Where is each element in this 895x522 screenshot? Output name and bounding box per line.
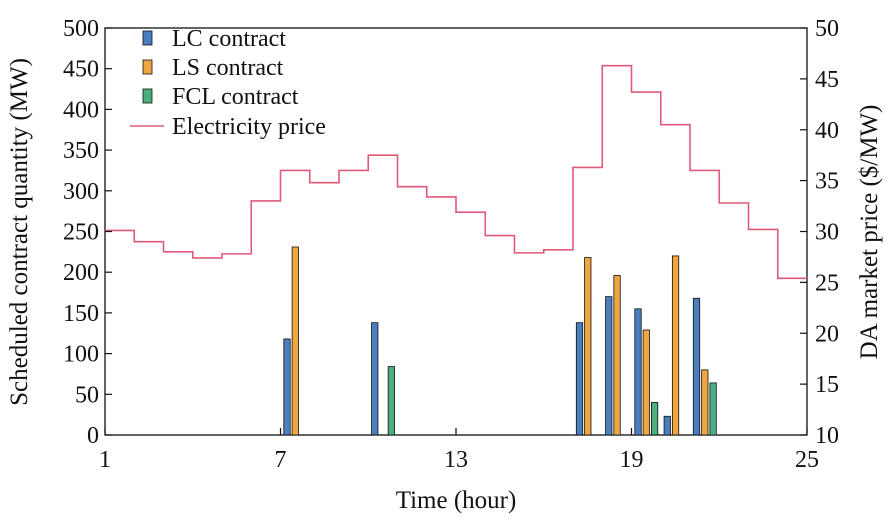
price-step-line bbox=[105, 64, 807, 280]
bar-ls-contract-h20 bbox=[671, 255, 680, 436]
right-axis: 10 15 20 25 30 35 40 45 50 bbox=[800, 16, 839, 449]
bar-fcl-contract-h21 bbox=[709, 382, 717, 436]
left-tick-label-150: 150 bbox=[63, 301, 99, 327]
right-tick-label-45: 45 bbox=[815, 67, 839, 93]
bar-layer bbox=[283, 246, 717, 436]
right-axis-title: DA market price ($/MW) bbox=[856, 105, 883, 360]
bar-ls-contract-h7 bbox=[291, 246, 299, 436]
x-tick-label-19: 19 bbox=[620, 447, 644, 473]
x-tick-label-13: 13 bbox=[444, 447, 468, 473]
left-axis-title: Scheduled contract quantity (MW) bbox=[6, 58, 33, 406]
bar-lc-contract-h20 bbox=[663, 415, 671, 436]
x-tick-label-25: 25 bbox=[795, 447, 819, 473]
right-tick-label-35: 35 bbox=[815, 169, 839, 195]
bar-lc-contract-h18 bbox=[605, 296, 613, 436]
right-tick-label-25: 25 bbox=[815, 270, 839, 296]
right-tick-label-10: 10 bbox=[815, 423, 839, 449]
left-tick-label-200: 200 bbox=[63, 260, 99, 286]
left-tick-label-400: 400 bbox=[63, 97, 99, 123]
left-tick-label-500: 500 bbox=[63, 16, 99, 42]
legend-label-ls: LS contract bbox=[172, 55, 284, 81]
legend-swatch-ls bbox=[142, 59, 153, 75]
bar-lc-contract-h19 bbox=[634, 308, 642, 436]
bar-lc-contract-h21 bbox=[692, 297, 701, 436]
left-axis: 0 50 100 150 200 250 300 350 400 450 500 bbox=[63, 16, 112, 449]
right-tick-label-50: 50 bbox=[815, 16, 839, 42]
x-axis-title: Time (hour) bbox=[396, 487, 517, 514]
legend-swatch-lc bbox=[142, 30, 153, 46]
bar-lc-contract-h17 bbox=[575, 322, 584, 436]
left-tick-label-0: 0 bbox=[87, 423, 99, 449]
legend: LC contract LS contract FCL contract Ele… bbox=[130, 26, 326, 140]
left-tick-label-350: 350 bbox=[63, 138, 99, 164]
legend-label-lc: LC contract bbox=[172, 26, 286, 52]
bar-ls-contract-h21 bbox=[701, 369, 709, 436]
left-tick-label-50: 50 bbox=[75, 382, 99, 408]
bar-fcl-contract-h19 bbox=[651, 402, 659, 436]
legend-label-fcl: FCL contract bbox=[172, 84, 299, 110]
right-tick-label-20: 20 bbox=[815, 321, 839, 347]
bar-fcl-contract-h10 bbox=[387, 366, 395, 436]
bar-ls-contract-h19 bbox=[642, 329, 650, 436]
legend-swatch-fcl bbox=[142, 88, 153, 104]
left-tick-label-450: 450 bbox=[63, 57, 99, 83]
x-axis: 1 7 13 19 25 bbox=[99, 428, 819, 473]
left-tick-label-250: 250 bbox=[63, 220, 99, 246]
bar-ls-contract-h17 bbox=[584, 257, 592, 436]
bar-lc-contract-h7 bbox=[283, 338, 291, 436]
left-tick-label-300: 300 bbox=[63, 179, 99, 205]
bar-lc-contract-h10 bbox=[371, 322, 379, 436]
bar-ls-contract-h18 bbox=[613, 275, 621, 436]
right-tick-label-30: 30 bbox=[815, 220, 839, 246]
x-tick-label-7: 7 bbox=[275, 447, 287, 473]
right-tick-label-15: 15 bbox=[815, 372, 839, 398]
legend-label-price: Electricity price bbox=[172, 114, 326, 140]
left-tick-label-100: 100 bbox=[63, 342, 99, 368]
x-tick-label-1: 1 bbox=[99, 447, 111, 473]
right-tick-label-40: 40 bbox=[815, 118, 839, 144]
